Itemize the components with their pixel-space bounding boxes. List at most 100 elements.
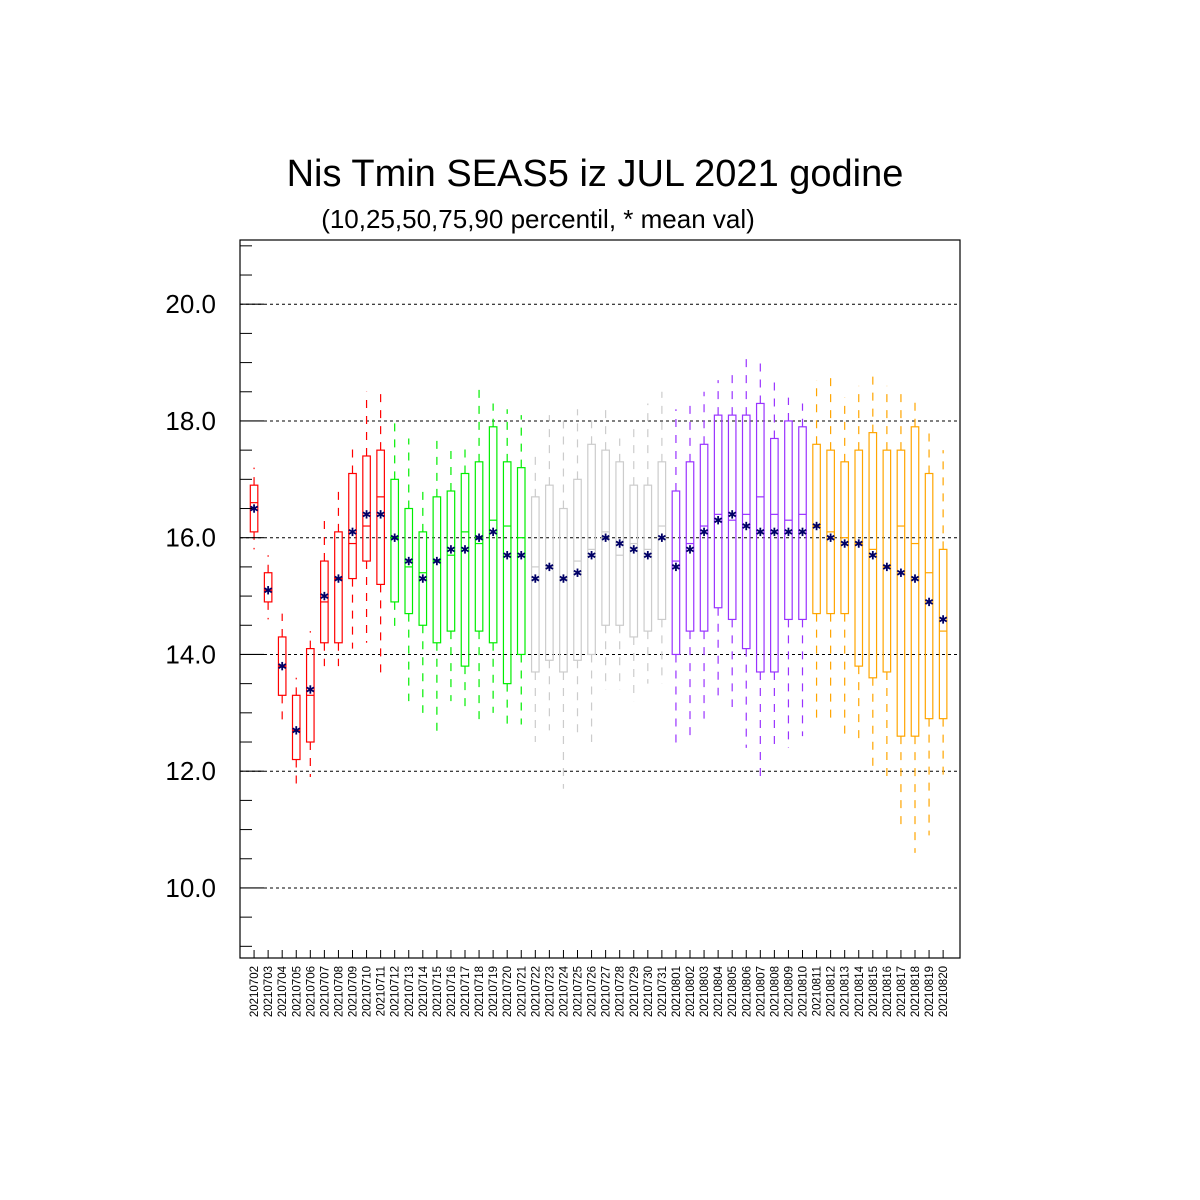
mean-marker [517,551,526,560]
box-iqr [334,531,343,644]
x-tick-label: 20210810 [798,966,810,1017]
x-tick-label: 20210807 [755,966,767,1017]
mean-marker [714,515,723,525]
box-iqr [502,461,512,685]
box-iqr [854,449,864,667]
mean-marker [798,527,807,537]
x-tick-label: 20210820 [938,966,950,1017]
box-iqr [291,694,301,761]
x-tick-label: 20210806 [741,966,753,1017]
chart-title: Nis Tmin SEAS5 iz JUL 2021 godine [287,153,904,195]
x-axis: 20210702 20210703 20210704 20210705 20210706… [249,950,950,1017]
x-tick-label: 20210803 [699,966,711,1017]
box-iqr [910,426,920,737]
x-tick-label: 20210723 [544,966,556,1017]
mean-marker [657,533,666,542]
mean-marker [770,527,779,537]
x-tick-label: 20210809 [783,966,795,1017]
mean-marker [432,556,441,566]
mean-marker [826,533,835,542]
mean-marker [728,510,737,519]
mean-marker [573,568,582,577]
box-iqr [362,455,371,562]
x-tick-label: 20210721 [516,966,528,1017]
mean-marker [348,527,357,537]
mean-marker [292,726,301,735]
mean-marker [840,539,849,548]
box-iqr [741,414,751,650]
box-iqr [390,478,400,603]
x-tick-label: 20210712 [390,966,402,1017]
box-iqr [474,461,484,632]
x-tick-label: 20210818 [910,966,922,1017]
mean-marker [868,551,877,560]
x-tick-label: 20210715 [432,966,444,1017]
mean-marker [587,551,596,560]
mean-marker [249,504,259,513]
box-iqr [896,449,906,737]
mean-marker [896,568,906,577]
mean-marker [939,615,948,624]
y-tick-label: 16.0 [165,523,216,553]
x-tick-label: 20210726 [587,966,599,1017]
mean-marker [854,539,863,548]
x-tick-label: 20210805 [727,966,739,1017]
x-tick-label: 20210706 [305,966,317,1017]
mean-marker [376,510,385,519]
mean-marker [460,545,470,554]
x-tick-label: 20210702 [249,966,261,1017]
box-iqr [685,461,695,632]
x-tick-label: 20210708 [333,966,345,1017]
mean-marker [306,685,315,694]
x-tick-label: 20210728 [615,966,627,1017]
box-iqr [713,414,723,609]
box-iqr [573,478,582,661]
x-tick-label: 20210804 [713,965,725,1017]
mean-marker [756,527,765,537]
mean-layer [249,504,948,735]
chart-subtitle: (10,25,50,75,90 percentil, * mean val) [321,204,755,234]
x-tick-label: 20210724 [558,965,570,1017]
mean-marker [643,551,652,560]
x-tick-label: 20210705 [291,966,303,1017]
x-tick-label: 20210812 [826,966,838,1017]
x-tick-label: 20210719 [488,966,500,1017]
box-iqr [460,472,470,667]
box-iqr [629,484,639,638]
mean-marker [685,545,695,554]
mean-marker [320,591,329,601]
mean-marker [629,545,638,554]
box-iqr [924,472,934,720]
box-iqr [559,507,568,673]
y-tick-label: 14.0 [165,639,216,669]
box-iqr [516,467,526,656]
x-tick-label: 20210718 [474,966,486,1017]
mean-marker [601,533,610,542]
x-tick-label: 20210704 [277,965,289,1017]
x-tick-label: 20210816 [882,966,894,1017]
x-tick-label: 20210725 [573,966,585,1017]
box-iqr [755,402,765,673]
y-tick-label: 18.0 [165,406,216,436]
x-tick-label: 20210802 [685,966,697,1017]
x-tick-label: 20210808 [769,966,781,1017]
box-iqr [812,443,821,615]
x-tick-label: 20210730 [643,966,655,1017]
box-iqr [671,490,681,656]
x-tick-label: 20210709 [348,966,360,1017]
x-tick-label: 20210813 [840,966,852,1017]
mean-marker [503,551,512,560]
box-iqr [798,426,807,621]
box-iqr [657,461,667,621]
x-tick-label: 20210817 [896,966,908,1017]
x-tick-label: 20210722 [530,966,542,1017]
x-tick-label: 20210811 [812,966,824,1016]
mean-marker [812,521,821,531]
y-tick-label: 12.0 [165,756,216,786]
y-tick-label: 20.0 [165,289,216,319]
x-tick-label: 20210815 [868,966,880,1017]
box-iqr [348,472,357,580]
box-iqr [446,490,456,632]
